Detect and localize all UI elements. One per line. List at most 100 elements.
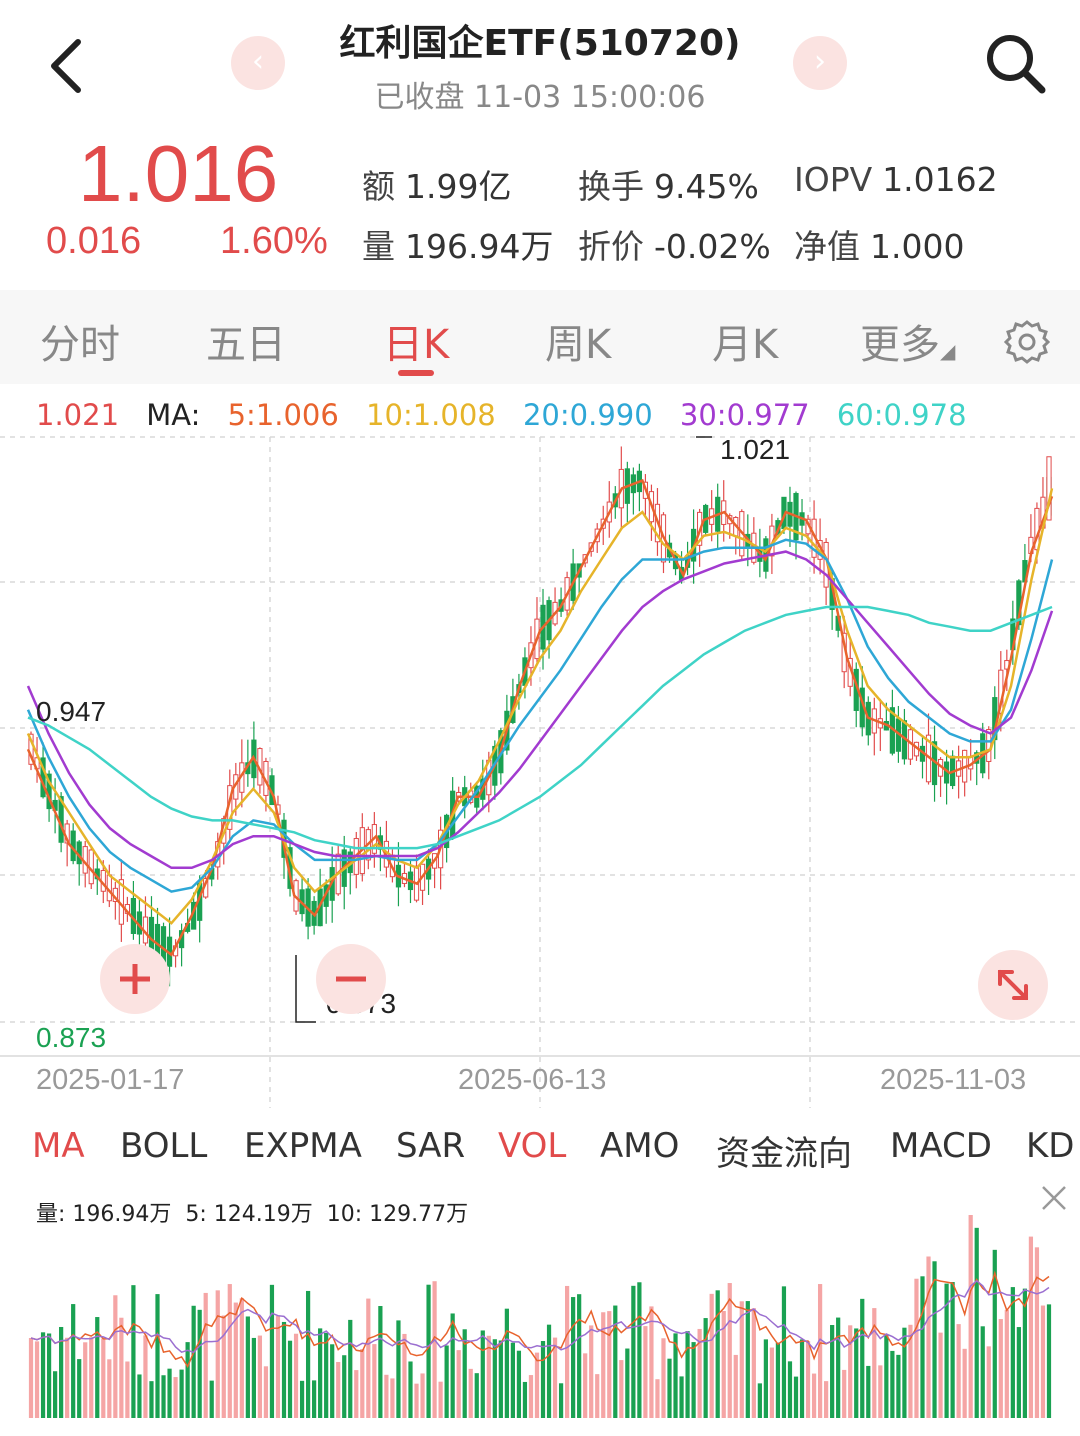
chart-settings-button[interactable]: [1003, 318, 1051, 364]
volume-bar: [143, 1335, 148, 1418]
volume-bar: [468, 1368, 473, 1418]
volume-bar: [360, 1349, 365, 1418]
volume-bar: [649, 1306, 654, 1418]
volume-bar: [305, 1290, 311, 1418]
volume-bar: [498, 1340, 503, 1418]
legend-ma30: 30:0.977: [679, 398, 810, 432]
volume-bar: [775, 1342, 781, 1418]
ma-line-ma5: [26, 478, 1054, 957]
tab-monthly-k[interactable]: 月K: [712, 322, 779, 368]
volume-bar: [107, 1359, 112, 1418]
indicator-tab-fund-flow[interactable]: 资金流向: [716, 1134, 852, 1174]
volume-bar: [769, 1347, 775, 1418]
volume-bar: [215, 1290, 220, 1418]
volume-bar: [721, 1310, 726, 1418]
volume-bar: [251, 1337, 256, 1418]
volume-bar: [1046, 1304, 1052, 1418]
market-status: 已收盘 11-03 15:00:06: [374, 80, 706, 115]
volume-bar: [811, 1373, 817, 1418]
volume-bar: [914, 1278, 919, 1418]
volume-bar: [46, 1333, 52, 1418]
volume-bar: [1022, 1288, 1028, 1418]
volume-bar: [510, 1342, 516, 1418]
indicator-tab-ma[interactable]: MA: [32, 1126, 85, 1166]
search-button[interactable]: [980, 28, 1052, 100]
volume-bar: [1034, 1247, 1040, 1418]
prev-stock-button[interactable]: ‹: [231, 36, 285, 90]
volume-bar: [269, 1284, 275, 1418]
tab-intraday[interactable]: 分时: [40, 322, 120, 368]
volume-bar: [1028, 1236, 1034, 1418]
fullscreen-button[interactable]: [978, 950, 1048, 1020]
volume-bar: [926, 1256, 931, 1418]
volume-bar: [257, 1335, 263, 1418]
next-stock-button[interactable]: ›: [793, 36, 847, 90]
volume-bar: [637, 1282, 642, 1418]
back-button[interactable]: [38, 30, 98, 100]
legend-ma5: 5:1.006: [227, 398, 339, 432]
stat-turnover-rate: 换手 9.45%: [578, 167, 759, 206]
legend-ma20: 20:0.990: [522, 398, 653, 432]
volume-bar: [986, 1346, 991, 1418]
volume-bar: [944, 1283, 949, 1418]
volume-bar: [149, 1381, 154, 1418]
volume-bar: [95, 1317, 100, 1418]
volume-bar: [956, 1324, 961, 1418]
volume-bar: [709, 1293, 714, 1418]
volume-bar: [203, 1292, 208, 1418]
volume-bar: [866, 1365, 871, 1418]
volume-bar: [330, 1344, 335, 1418]
volume-bar: [516, 1350, 522, 1418]
volume-bar: [52, 1371, 58, 1418]
close-indicator-button[interactable]: [1040, 1184, 1068, 1212]
volume-bar: [962, 1348, 967, 1418]
tab-daily-k[interactable]: 日K: [383, 322, 450, 368]
volume-bar: [534, 1352, 540, 1418]
volume-legend: 量: 196.94万 5: 124.19万 10: 129.77万: [36, 1202, 469, 1227]
indicator-tab-boll[interactable]: BOLL: [120, 1126, 208, 1166]
indicator-tab-vol[interactable]: VOL: [498, 1126, 567, 1166]
indicator-tab-kd[interactable]: KD: [1026, 1126, 1075, 1166]
volume-bar: [601, 1312, 606, 1418]
volume-bar: [824, 1381, 829, 1418]
axis-min-label: 0.873: [36, 1022, 107, 1053]
volume-bar: [89, 1337, 94, 1418]
page-title: 红利国企ETF(510720): [339, 23, 741, 64]
volume-bar: [408, 1361, 413, 1418]
volume-bar: [938, 1332, 943, 1418]
volume-bar: [336, 1361, 341, 1418]
volume-bar: [390, 1378, 395, 1418]
volume-bar: [185, 1342, 190, 1418]
volume-bar: [414, 1383, 419, 1418]
chevron-right-icon: ›: [814, 44, 826, 79]
volume-bar: [384, 1374, 389, 1418]
indicator-tab-macd[interactable]: MACD: [890, 1126, 992, 1166]
volume-bar: [348, 1319, 353, 1418]
volume-bar: [661, 1338, 666, 1418]
tab-more[interactable]: 更多◢: [860, 322, 956, 368]
legend-ma10: 10:1.008: [366, 398, 496, 432]
volume-bar: [40, 1332, 46, 1418]
indicator-tab-expma[interactable]: EXPMA: [244, 1126, 362, 1166]
volume-bar: [631, 1285, 636, 1418]
ma-legend: 1.021 MA: 5:1.006 10:1.008 20:0.990 30:0…: [36, 398, 985, 432]
volume-bar: [263, 1366, 269, 1418]
stat-nav: 净值 1.000: [794, 227, 965, 266]
volume-bar: [191, 1305, 196, 1418]
indicator-tab-sar[interactable]: SAR: [396, 1126, 466, 1166]
volume-bar: [245, 1316, 250, 1418]
volume-bar: [920, 1276, 925, 1418]
volume-bar: [378, 1306, 383, 1418]
date-label-start: 2025-01-17: [36, 1064, 185, 1096]
legend-price: 1.021: [36, 398, 120, 432]
indicator-tab-amo[interactable]: AMO: [600, 1126, 680, 1166]
zoom-out-button[interactable]: [316, 944, 386, 1014]
volume-bar: [420, 1373, 425, 1418]
zoom-in-button[interactable]: [100, 944, 170, 1014]
tab-weekly-k[interactable]: 周K: [545, 322, 612, 368]
volume-bar: [1010, 1287, 1015, 1418]
tab-five-day[interactable]: 五日: [206, 322, 286, 368]
plus-icon: [120, 964, 150, 994]
volume-bar: [583, 1353, 588, 1418]
